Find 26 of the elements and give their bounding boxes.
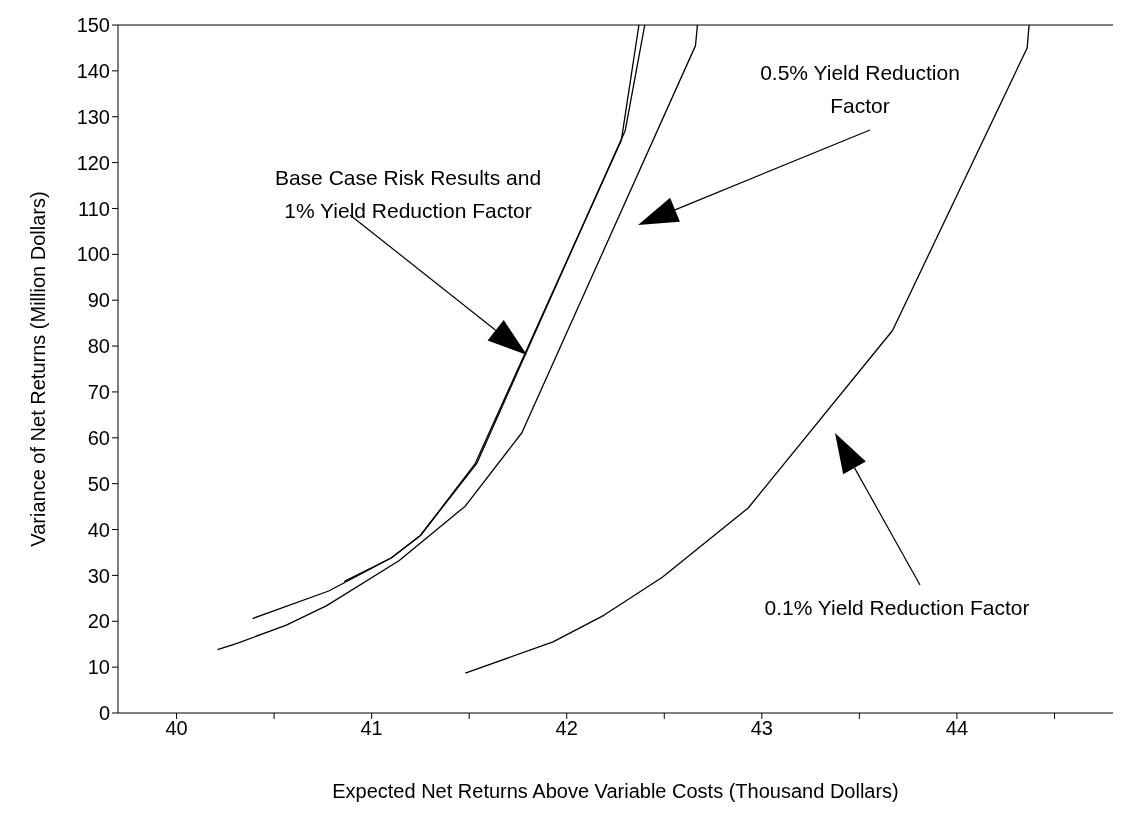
y-tick-label: 40	[87, 518, 110, 541]
y-tick-label: 30	[87, 564, 110, 587]
y-tick-label: 80	[87, 335, 110, 358]
y-tick-label: 0	[98, 702, 110, 725]
y-tick-label: 100	[76, 243, 110, 266]
annotation: 0.1% Yield Reduction Factor	[764, 596, 1030, 619]
y-axis-title: Variance of Net Returns (Million Dollars)	[27, 191, 50, 547]
x-tick-label: 41	[360, 717, 383, 740]
x-axis-title: Expected Net Returns Above Variable Costs (Thousand Dollars)	[332, 780, 899, 802]
y-tick-label: 110	[78, 197, 110, 220]
y-tick-label: 70	[87, 381, 110, 404]
y-tick-label: 150	[76, 14, 110, 37]
y-tick-label: 120	[76, 151, 110, 174]
y-tick-label: 60	[87, 426, 110, 449]
y-tick-label: 90	[87, 289, 110, 312]
annotation: Base Case Risk Results and 1% Yield Reduction Factor	[274, 166, 542, 222]
x-tick-label: 42	[555, 717, 578, 740]
y-tick-label: 20	[87, 610, 110, 633]
x-tick-label: 40	[165, 717, 188, 740]
y-tick-label: 140	[76, 59, 110, 82]
x-tick-label: 43	[750, 717, 773, 740]
annotation: 0.5% Yield Reduction Factor	[760, 61, 960, 117]
x-tick-label: 44	[945, 717, 969, 740]
y-tick-label: 10	[87, 656, 110, 679]
y-tick-label: 130	[76, 105, 110, 128]
y-tick-label: 50	[87, 472, 110, 495]
